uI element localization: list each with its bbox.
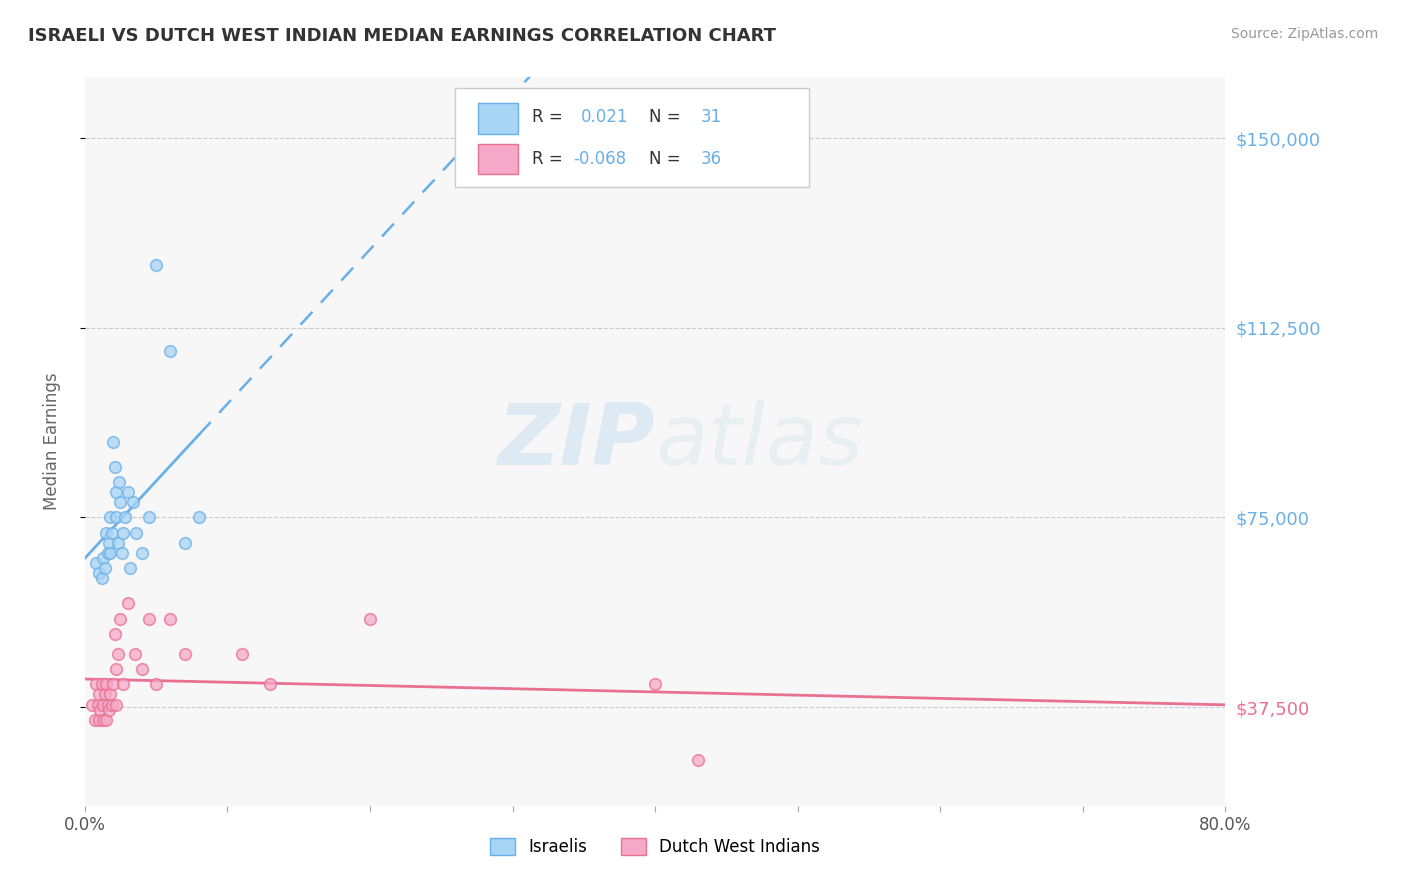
Point — [105, 698, 128, 712]
Point — [359, 611, 381, 625]
Legend: Israelis, Dutch West Indians: Israelis, Dutch West Indians — [484, 831, 827, 863]
Point — [107, 647, 129, 661]
Bar — [478, 144, 519, 174]
Text: N =: N = — [650, 109, 681, 127]
Text: 31: 31 — [700, 109, 723, 127]
Point — [94, 677, 117, 691]
Point — [98, 703, 121, 717]
Point — [104, 626, 127, 640]
Bar — [478, 103, 519, 134]
Point — [114, 510, 136, 524]
Point — [90, 677, 112, 691]
FancyBboxPatch shape — [456, 88, 808, 186]
Point — [159, 611, 181, 625]
Point — [131, 546, 153, 560]
Point — [90, 571, 112, 585]
Point — [105, 510, 128, 524]
Point — [138, 510, 160, 524]
Point — [173, 535, 195, 549]
Point — [173, 647, 195, 661]
Point — [96, 698, 118, 712]
Point — [84, 677, 107, 691]
Point — [110, 495, 132, 509]
Point — [96, 546, 118, 560]
Point — [83, 713, 105, 727]
Point — [93, 561, 115, 575]
Point — [117, 596, 139, 610]
Point — [159, 343, 181, 358]
Y-axis label: Median Earnings: Median Earnings — [44, 373, 60, 510]
Point — [122, 495, 145, 509]
Point — [108, 475, 131, 489]
Point — [91, 698, 114, 712]
Point — [105, 485, 128, 500]
Point — [86, 698, 108, 712]
Point — [117, 485, 139, 500]
Text: 0.021: 0.021 — [581, 109, 628, 127]
Point — [187, 510, 209, 524]
Point — [91, 550, 114, 565]
Point — [89, 703, 111, 717]
Text: atlas: atlas — [655, 400, 863, 483]
Point — [94, 525, 117, 540]
Point — [231, 647, 253, 661]
Point — [94, 713, 117, 727]
Point — [98, 535, 121, 549]
Point — [93, 687, 115, 701]
Point — [145, 677, 167, 691]
Point — [91, 713, 114, 727]
Point — [101, 525, 124, 540]
Point — [80, 698, 103, 712]
Point — [87, 687, 110, 701]
Point — [101, 698, 124, 712]
Text: -0.068: -0.068 — [574, 150, 626, 168]
Text: N =: N = — [650, 150, 681, 168]
Point — [87, 713, 110, 727]
Point — [131, 662, 153, 676]
Point — [120, 561, 142, 575]
Point — [105, 662, 128, 676]
Text: ISRAELI VS DUTCH WEST INDIAN MEDIAN EARNINGS CORRELATION CHART: ISRAELI VS DUTCH WEST INDIAN MEDIAN EARN… — [28, 27, 776, 45]
Point — [111, 546, 134, 560]
Text: R =: R = — [531, 109, 562, 127]
Text: 36: 36 — [700, 150, 721, 168]
Text: Source: ZipAtlas.com: Source: ZipAtlas.com — [1230, 27, 1378, 41]
Point — [112, 525, 135, 540]
Point — [124, 647, 146, 661]
Point — [103, 677, 125, 691]
Point — [100, 510, 122, 524]
Point — [145, 258, 167, 272]
Text: R =: R = — [531, 150, 562, 168]
Point — [110, 611, 132, 625]
Point — [644, 677, 666, 691]
Point — [104, 459, 127, 474]
Point — [84, 556, 107, 570]
Point — [100, 546, 122, 560]
Text: ZIP: ZIP — [498, 400, 655, 483]
Point — [107, 535, 129, 549]
Point — [87, 566, 110, 580]
Point — [686, 753, 709, 767]
Point — [112, 677, 135, 691]
Point — [259, 677, 281, 691]
Point — [100, 687, 122, 701]
Point — [103, 434, 125, 449]
Point — [125, 525, 148, 540]
Point — [138, 611, 160, 625]
